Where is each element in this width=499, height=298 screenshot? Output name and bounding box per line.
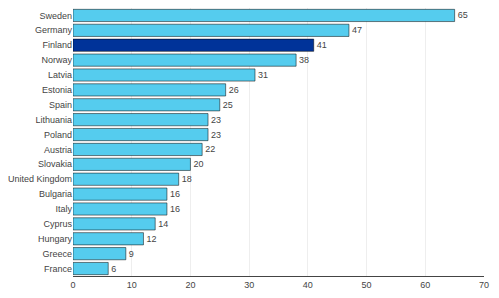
svg-text:23: 23 — [211, 130, 221, 140]
svg-text:Bulgaria: Bulgaria — [39, 189, 72, 199]
svg-text:50: 50 — [362, 280, 372, 290]
svg-text:Hungary: Hungary — [38, 234, 73, 244]
svg-text:16: 16 — [170, 204, 180, 214]
svg-text:Estonia: Estonia — [42, 85, 72, 95]
svg-text:26: 26 — [229, 85, 239, 95]
svg-text:6: 6 — [111, 264, 116, 274]
svg-text:United Kingdom: United Kingdom — [8, 174, 72, 184]
svg-text:Spain: Spain — [49, 100, 72, 110]
svg-text:10: 10 — [127, 280, 137, 290]
svg-text:Finland: Finland — [42, 40, 72, 50]
svg-text:0: 0 — [70, 280, 75, 290]
svg-text:20: 20 — [193, 159, 203, 169]
svg-text:Poland: Poland — [44, 130, 72, 140]
svg-text:9: 9 — [129, 249, 134, 259]
svg-text:Lithuania: Lithuania — [35, 115, 72, 125]
svg-text:Slovakia: Slovakia — [38, 159, 72, 169]
svg-text:23: 23 — [211, 115, 221, 125]
svg-text:France: France — [44, 264, 72, 274]
svg-text:20: 20 — [185, 280, 195, 290]
svg-text:Latvia: Latvia — [48, 70, 72, 80]
svg-text:Austria: Austria — [44, 145, 72, 155]
svg-text:31: 31 — [258, 70, 268, 80]
svg-text:60: 60 — [420, 280, 430, 290]
svg-text:30: 30 — [244, 280, 254, 290]
svg-text:18: 18 — [182, 174, 192, 184]
svg-text:Greece: Greece — [42, 249, 72, 259]
svg-text:Germany: Germany — [35, 25, 73, 35]
svg-text:Sweden: Sweden — [39, 11, 72, 21]
svg-text:38: 38 — [299, 55, 309, 65]
svg-text:41: 41 — [317, 40, 327, 50]
svg-text:Norway: Norway — [41, 55, 72, 65]
svg-text:40: 40 — [303, 280, 313, 290]
svg-text:70: 70 — [479, 280, 489, 290]
svg-text:14: 14 — [158, 219, 168, 229]
svg-text:65: 65 — [458, 10, 468, 20]
svg-text:Italy: Italy — [55, 204, 72, 214]
svg-text:47: 47 — [352, 25, 362, 35]
svg-text:12: 12 — [146, 234, 156, 244]
svg-text:25: 25 — [223, 100, 233, 110]
svg-text:22: 22 — [205, 144, 215, 154]
svg-text:Cyprus: Cyprus — [43, 219, 72, 229]
svg-text:16: 16 — [170, 189, 180, 199]
